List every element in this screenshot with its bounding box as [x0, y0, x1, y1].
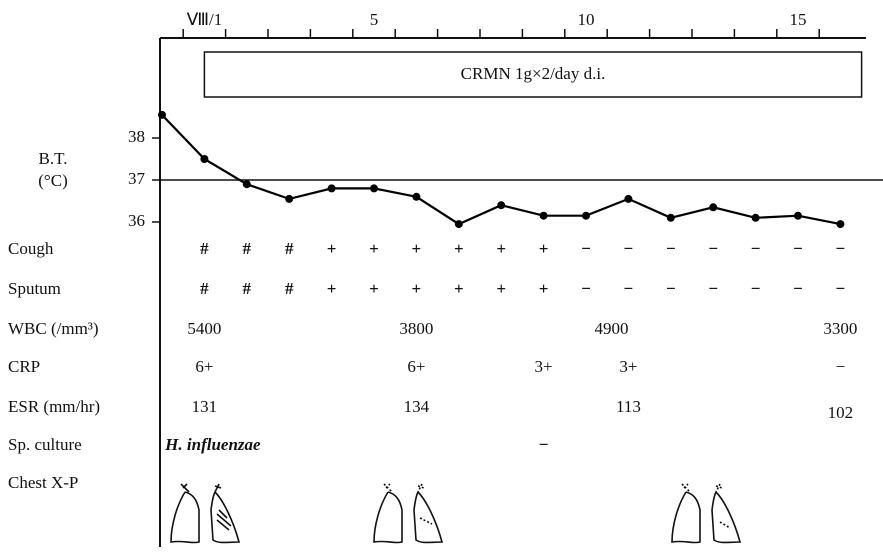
temperature-point — [158, 111, 166, 119]
row-label: Sputum — [8, 279, 61, 298]
temperature-point — [370, 184, 378, 192]
row-label: Sp. culture — [8, 435, 82, 454]
chart: Ⅷ/1 5 10 15 CRMN 1g×2/day d.i. 36 37 38 B.T. (°C)… — [0, 0, 883, 547]
y-axis-label: (°C) — [38, 171, 67, 190]
y-tick-label: 36 — [128, 211, 145, 230]
temperature-point — [200, 155, 208, 163]
lung-sketch — [374, 484, 442, 543]
cell: 3+ — [535, 357, 553, 376]
temperature-point — [624, 195, 632, 203]
cell: 4900 — [594, 319, 628, 338]
cell: + — [412, 239, 422, 258]
cell: − — [666, 279, 676, 298]
cell: + — [369, 279, 379, 298]
cell: 6+ — [407, 357, 425, 376]
lung-sketch — [672, 484, 740, 543]
cell: + — [327, 239, 337, 258]
cell: + — [454, 279, 464, 298]
temperature-point — [582, 212, 590, 220]
cell: − — [793, 279, 803, 298]
row-label: Cough — [8, 239, 54, 258]
temperature-point — [794, 212, 802, 220]
cell: + — [454, 239, 464, 258]
cell: + — [412, 279, 422, 298]
cell: 113 — [616, 397, 641, 416]
temperature-point — [243, 180, 251, 188]
cell: 3300 — [823, 319, 857, 338]
cell: − — [836, 279, 846, 298]
row-label: WBC (/mm³) — [8, 319, 99, 338]
cell: + — [496, 239, 506, 258]
x-tick-label: 5 — [370, 10, 379, 29]
x-tick-label: 10 — [578, 10, 595, 29]
treatment-label: CRMN 1g×2/day d.i. — [461, 64, 606, 83]
cell: − — [581, 239, 591, 258]
temperature-point — [667, 214, 675, 222]
cell: − — [624, 279, 634, 298]
page: Ⅷ/1 5 10 15 CRMN 1g×2/day d.i. 36 37 38 B.T. (°C)… — [0, 0, 883, 552]
cell: − — [539, 435, 549, 454]
cell: # — [285, 279, 294, 298]
cell: + — [539, 279, 549, 298]
row-label: Chest X-P — [8, 473, 78, 492]
y-axis-label: B.T. — [39, 149, 68, 168]
cell: H. influenzae — [164, 435, 261, 454]
temperature-point — [752, 214, 760, 222]
cell: # — [285, 239, 294, 258]
cell: − — [708, 239, 718, 258]
cell: 3800 — [399, 319, 433, 338]
row-label: CRP — [8, 357, 40, 376]
cell: 5400 — [187, 319, 221, 338]
cell: + — [496, 279, 506, 298]
cell: − — [751, 279, 761, 298]
cell: + — [539, 239, 549, 258]
y-tick-label: 38 — [128, 127, 145, 146]
cell: # — [200, 279, 209, 298]
temperature-point — [285, 195, 293, 203]
cell: 3+ — [619, 357, 637, 376]
cell: # — [243, 279, 252, 298]
cell: − — [708, 279, 718, 298]
cell: − — [581, 279, 591, 298]
cell: + — [369, 239, 379, 258]
lung-sketch — [171, 484, 239, 543]
cell: 102 — [828, 403, 854, 422]
cell: # — [243, 239, 252, 258]
cell: + — [327, 279, 337, 298]
row-label: ESR (mm/hr) — [8, 397, 100, 416]
cell: − — [751, 239, 761, 258]
cell: # — [200, 239, 209, 258]
temperature-point — [455, 220, 463, 228]
x-tick-label: 15 — [790, 10, 807, 29]
temperature-point — [412, 193, 420, 201]
cell: − — [793, 239, 803, 258]
y-tick-label: 37 — [128, 169, 146, 188]
temperature-point — [497, 201, 505, 209]
temperature-point — [328, 184, 336, 192]
cell: 131 — [192, 397, 218, 416]
cell: 134 — [404, 397, 430, 416]
temperature-point — [709, 203, 717, 211]
cell: 6+ — [195, 357, 213, 376]
cell: − — [836, 239, 846, 258]
x-tick-label: Ⅷ/1 — [187, 10, 223, 29]
temperature-point — [836, 220, 844, 228]
cell: − — [666, 239, 676, 258]
cell: − — [836, 357, 846, 376]
temperature-point — [540, 212, 548, 220]
cell: − — [624, 239, 634, 258]
